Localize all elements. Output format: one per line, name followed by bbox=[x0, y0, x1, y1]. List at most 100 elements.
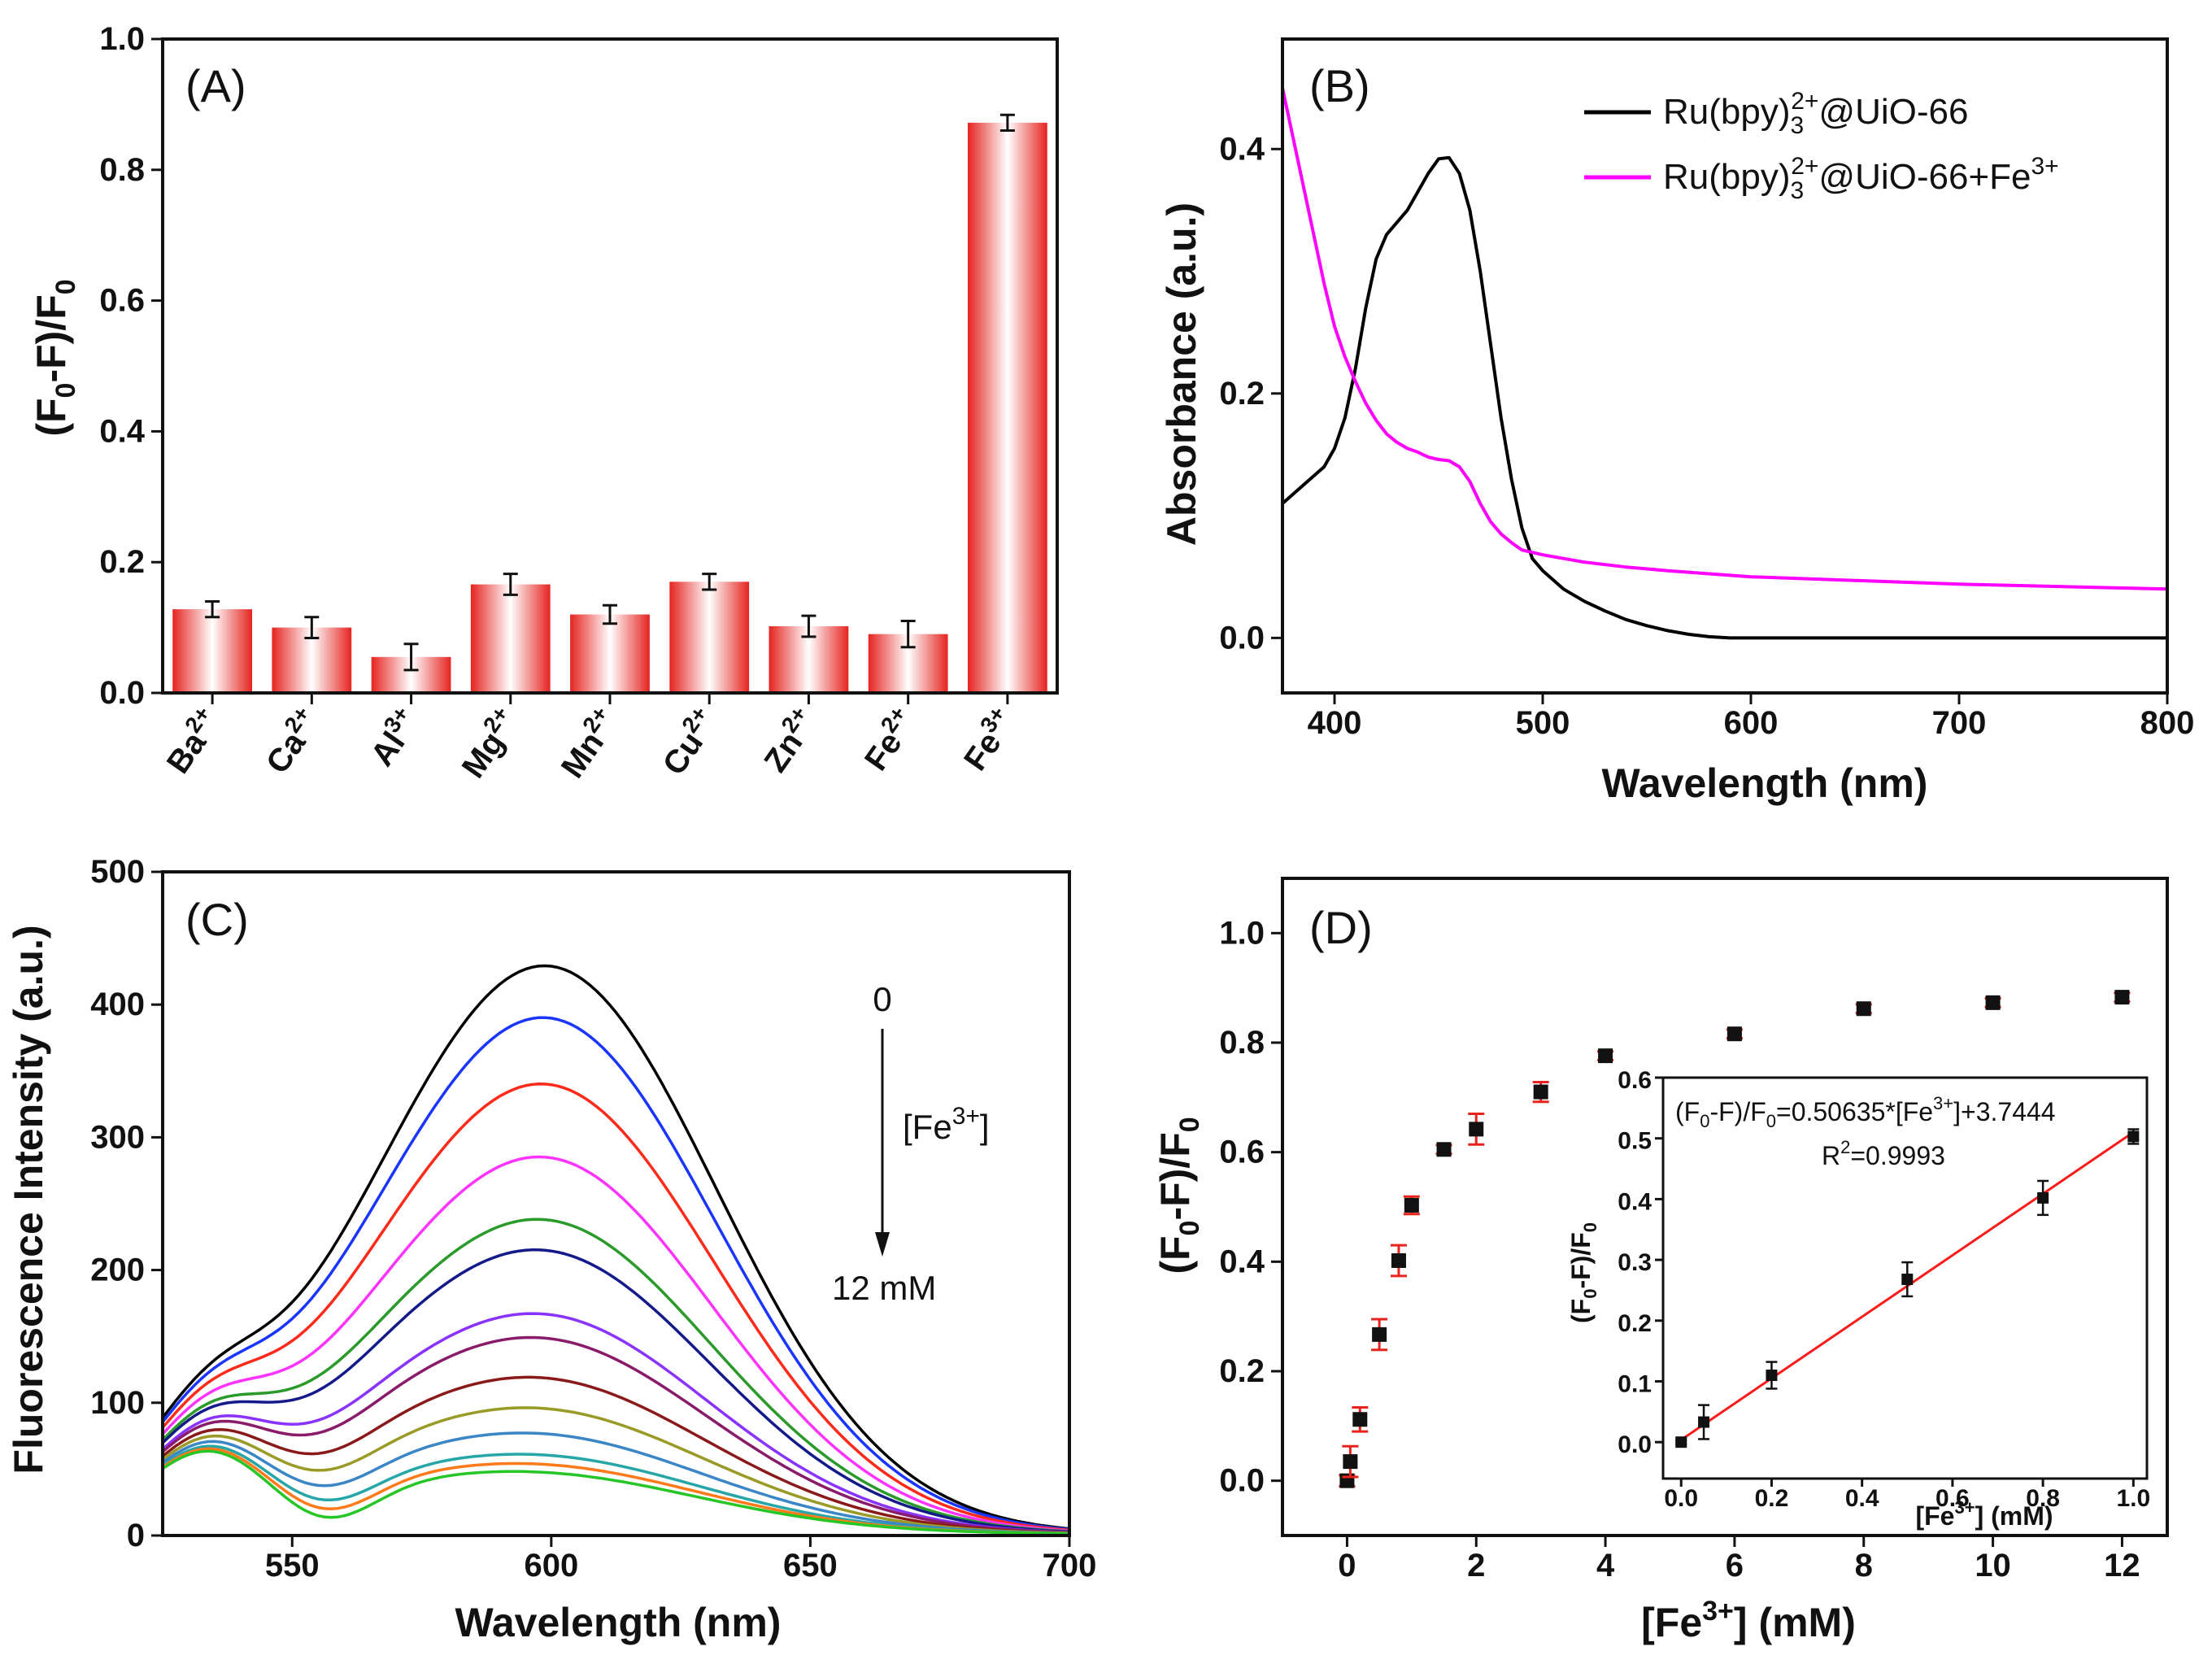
data-point bbox=[1343, 1454, 1358, 1470]
data-point bbox=[1391, 1252, 1406, 1268]
spectrum-line bbox=[161, 1016, 1070, 1531]
y-tick-label: 400 bbox=[90, 987, 145, 1022]
x-tick-label: 700 bbox=[1932, 705, 1987, 741]
spectrum-line bbox=[161, 1335, 1070, 1535]
data-point bbox=[1339, 1473, 1355, 1488]
x-tick-label: 700 bbox=[1043, 1548, 1097, 1583]
spectrum-line bbox=[161, 1375, 1070, 1535]
bar bbox=[669, 582, 750, 693]
bar bbox=[172, 609, 252, 693]
x-tick-label: 600 bbox=[524, 1548, 578, 1583]
x-tick-label: 550 bbox=[265, 1548, 320, 1583]
y-tick-label: 0.0 bbox=[1618, 1431, 1652, 1458]
category-label: Al3+ bbox=[360, 701, 427, 773]
inset-ylabel: (F0-F)/F0 bbox=[1566, 1222, 1600, 1323]
spectrum-line bbox=[162, 1449, 1070, 1535]
panel-d-inset: 0.0 0.1 0.2 0.3 0.4 0.5 0.6 0.0 0.2 0.4 0.6 0.8 1.0… bbox=[1566, 1067, 2150, 1531]
inset-data-point bbox=[1698, 1416, 1710, 1428]
category-label: Fe2+ bbox=[854, 701, 924, 777]
x-tick-label: 500 bbox=[1516, 705, 1570, 741]
panel-a-ylabel: (F0-F)/F0 bbox=[28, 279, 81, 436]
y-tick-label: 0 bbox=[127, 1518, 145, 1553]
bar bbox=[470, 584, 551, 693]
y-tick-label: 0.0 bbox=[1219, 620, 1265, 656]
spectrum-line bbox=[161, 1248, 1070, 1534]
category-label: Mn2+ bbox=[551, 701, 625, 784]
x-tick-label: 6 bbox=[1726, 1548, 1744, 1583]
x-tick-label: 0 bbox=[1338, 1548, 1356, 1583]
data-point bbox=[1533, 1084, 1548, 1100]
data-point bbox=[1469, 1122, 1484, 1137]
y-tick-label: 0.4 bbox=[99, 413, 145, 449]
x-tick-label: 600 bbox=[1724, 705, 1779, 741]
panel-d-label: (D) bbox=[1309, 902, 1373, 953]
y-tick-label: 300 bbox=[90, 1119, 145, 1155]
x-tick-label: 0.4 bbox=[1845, 1485, 1879, 1512]
y-tick-label: 0.8 bbox=[99, 152, 145, 188]
data-point bbox=[1372, 1326, 1387, 1342]
plot-frame bbox=[1281, 877, 2169, 1537]
data-point bbox=[1726, 1026, 1742, 1042]
x-tick-label: 0.0 bbox=[1664, 1485, 1698, 1512]
annotation-fe-label: [Fe3+] bbox=[903, 1103, 990, 1146]
panel-a-label: (A) bbox=[185, 60, 246, 111]
data-point bbox=[1436, 1142, 1452, 1157]
y-tick-label: 0.6 bbox=[1618, 1067, 1652, 1094]
data-point bbox=[1404, 1197, 1419, 1213]
panel-c-ylabel: Fluorescence Intensity (a.u.) bbox=[6, 925, 51, 1474]
data-point bbox=[1598, 1048, 1613, 1064]
spectrum-line bbox=[161, 964, 1070, 1531]
y-tick-label: 0.2 bbox=[99, 544, 145, 580]
plot-frame bbox=[161, 37, 1059, 695]
panel-b-legend: Ru(bpy)32+@UiO-66 Ru(bpy)32+@UiO-66+Fe3+ bbox=[1584, 88, 2059, 204]
x-tick-label: 400 bbox=[1308, 705, 1362, 741]
x-tick-label: 650 bbox=[783, 1548, 838, 1583]
spectrum-line bbox=[161, 1155, 1070, 1532]
x-tick-label: 10 bbox=[1975, 1548, 2011, 1583]
category-label: Zn2+ bbox=[754, 701, 825, 778]
y-tick-label: 1.0 bbox=[99, 21, 145, 57]
panel-b: 0.0 0.2 0.4 400 500 600 700 800 (B) Wavelength… bbox=[1159, 37, 2195, 806]
spectrum-line bbox=[161, 1406, 1070, 1535]
plot-frame bbox=[1661, 1076, 2149, 1480]
legend-label-ru-uio66-fe: Ru(bpy)32+@UiO-66+Fe3+ bbox=[1663, 153, 2059, 204]
legend-label-ru-uio66: Ru(bpy)32+@UiO-66 bbox=[1663, 88, 1968, 139]
x-tick-label: 4 bbox=[1596, 1548, 1615, 1583]
y-tick-label: 500 bbox=[90, 854, 145, 890]
x-tick-label: 800 bbox=[2140, 705, 2195, 741]
y-tick-label: 0.8 bbox=[1219, 1025, 1265, 1061]
panel-d-ylabel: (F0-F)/F0 bbox=[1152, 1117, 1205, 1274]
inset-xlabel: [Fe3+] (mM) bbox=[1915, 1497, 2053, 1531]
bar bbox=[968, 122, 1047, 694]
x-tick-label: 12 bbox=[2104, 1548, 2140, 1583]
series-line-ru-uio66 bbox=[1281, 155, 2167, 640]
y-tick-label: 0.2 bbox=[1219, 376, 1265, 412]
x-tick-label: 2 bbox=[1467, 1548, 1485, 1583]
y-tick-label: 0.0 bbox=[99, 675, 145, 711]
spectrum-line bbox=[161, 1082, 1070, 1532]
x-tick-label: 1.0 bbox=[2116, 1485, 2150, 1512]
data-point bbox=[1856, 1001, 1871, 1017]
inset-data-point bbox=[2037, 1191, 2049, 1204]
inset-data-point bbox=[2127, 1130, 2140, 1143]
data-point bbox=[2114, 990, 2130, 1005]
series-line-ru-uio66-fe bbox=[1281, 87, 2168, 591]
y-tick-label: 0.4 bbox=[1618, 1188, 1652, 1215]
panel-c-annotation: 0 [Fe3+] 12 mM bbox=[832, 980, 990, 1307]
annotation-start: 0 bbox=[873, 980, 891, 1018]
y-tick-label: 0.6 bbox=[1219, 1135, 1265, 1170]
y-tick-label: 0.2 bbox=[1219, 1353, 1265, 1389]
category-label: Ca2+ bbox=[255, 701, 328, 780]
inset-data-point bbox=[1675, 1436, 1687, 1448]
annotation-arrowhead bbox=[875, 1232, 890, 1257]
y-tick-label: 0.4 bbox=[1219, 1244, 1265, 1279]
y-tick-label: 0.1 bbox=[1618, 1370, 1652, 1397]
y-tick-label: 0.5 bbox=[1618, 1128, 1652, 1155]
y-tick-label: 0.3 bbox=[1618, 1249, 1652, 1276]
category-label: Cu2+ bbox=[652, 701, 725, 782]
annotation-end: 12 mM bbox=[832, 1269, 936, 1307]
panel-c: 0 100 200 300 400 500 550 600 650 700 (C) Wavele… bbox=[6, 854, 1096, 1645]
category-label: Ba2+ bbox=[156, 701, 229, 780]
spectrum-line bbox=[161, 1218, 1070, 1533]
